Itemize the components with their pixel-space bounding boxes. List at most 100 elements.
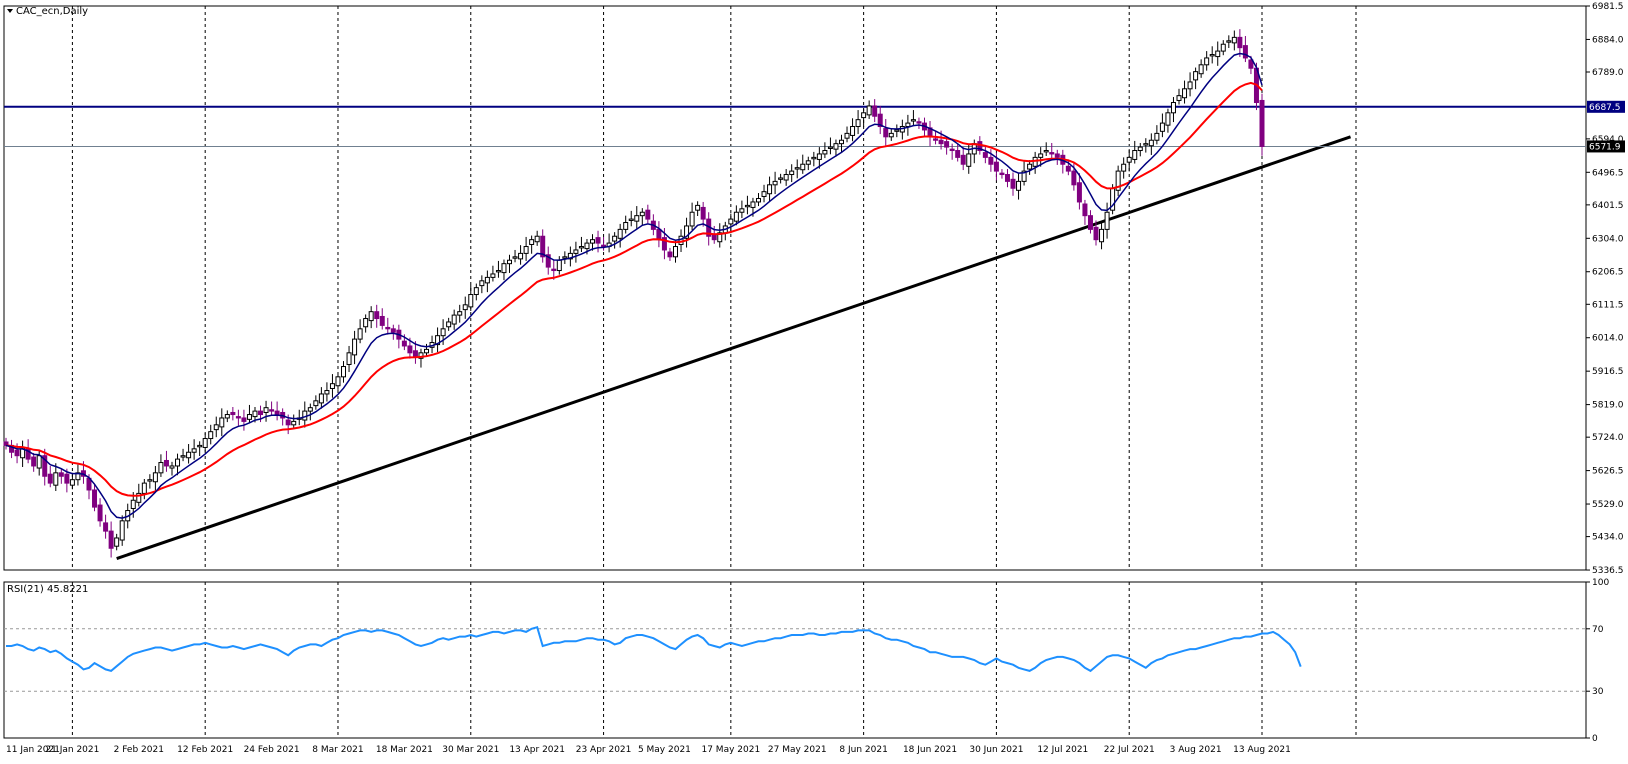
candle-body	[224, 414, 230, 419]
candle-body	[324, 390, 330, 395]
candle-body	[612, 235, 618, 242]
candle-body	[1099, 228, 1105, 243]
candle-body	[1231, 36, 1237, 44]
x-tick-label: 18 Mar 2021	[376, 745, 433, 755]
candle-body	[783, 174, 789, 181]
x-tick-label: 13 Aug 2021	[1233, 745, 1291, 755]
candle-body	[1248, 59, 1254, 69]
candle-body	[717, 232, 723, 243]
candle-body	[1148, 139, 1154, 147]
candle-body	[966, 153, 972, 167]
candle-body	[1187, 81, 1193, 90]
candle-body	[490, 273, 496, 278]
candle-body	[462, 304, 468, 311]
candle-body	[64, 473, 70, 484]
trendline[interactable]	[116, 135, 1352, 560]
candle-body	[451, 314, 457, 325]
candle-body	[894, 129, 900, 132]
candle-body	[418, 352, 424, 359]
candle-body	[352, 338, 358, 356]
candle-body	[208, 431, 214, 440]
candle-body	[1054, 153, 1060, 158]
candle-body	[816, 153, 822, 160]
y-tick-label: 5819.0	[1592, 401, 1624, 411]
candle-body	[518, 252, 524, 260]
candle-body	[667, 251, 673, 258]
candle-body	[733, 211, 739, 222]
candle-body	[755, 198, 761, 203]
candle-body	[744, 204, 750, 208]
x-tick-label: 3 Aug 2021	[1170, 745, 1222, 755]
rsi-y-tick-label: 70	[1592, 625, 1604, 635]
candle-body	[1004, 174, 1010, 182]
candle-body	[346, 352, 352, 365]
candle-body	[97, 504, 103, 522]
candle-body	[1204, 57, 1210, 66]
y-tick-label: 5529.0	[1592, 500, 1624, 510]
y-tick-label: 6401.5	[1592, 201, 1624, 211]
candle-body	[805, 160, 811, 165]
candle-body	[401, 340, 407, 347]
candle-body	[1209, 54, 1215, 57]
y-tick-label: 6594.0	[1592, 135, 1624, 145]
candle-body	[767, 184, 773, 195]
candle-body	[69, 479, 75, 486]
candle-body	[1259, 99, 1265, 147]
x-tick-label: 18 Jun 2021	[903, 745, 957, 755]
candle-body	[158, 462, 164, 474]
candle-body	[1010, 178, 1016, 189]
candle-body	[235, 416, 241, 419]
candle-body	[363, 318, 369, 328]
candle-body	[1182, 88, 1188, 99]
candle-body	[628, 218, 634, 221]
y-tick-label: 5626.5	[1592, 467, 1624, 477]
candle-body	[545, 254, 551, 268]
candle-body	[92, 489, 98, 508]
candle-body	[163, 459, 169, 467]
candle-body	[661, 237, 667, 251]
candle-body	[313, 400, 319, 407]
candle-body	[855, 119, 861, 128]
candle-body	[540, 235, 546, 258]
candle-body	[883, 128, 889, 138]
candle-body	[1082, 203, 1088, 217]
x-tick-label: 30 Mar 2021	[442, 745, 499, 755]
candle-body	[1193, 71, 1199, 81]
x-tick-label: 12 Feb 2021	[177, 745, 233, 755]
candle-body	[601, 244, 607, 248]
x-tick-label: 17 May 2021	[701, 745, 760, 755]
candle-body	[103, 522, 109, 532]
candle-body	[938, 139, 944, 145]
candle-body	[949, 148, 955, 152]
y-tick-label: 6304.0	[1592, 234, 1624, 244]
candle-body	[573, 249, 579, 254]
y-tick-label: 6981.5	[1592, 2, 1624, 12]
candle-body	[274, 410, 280, 416]
x-tick-label: 5 May 2021	[638, 745, 691, 755]
candle-body	[1126, 156, 1132, 163]
rsi-y-tick-label: 30	[1592, 687, 1604, 697]
candle-body	[175, 458, 181, 467]
candle-body	[1121, 163, 1127, 172]
candle-body	[31, 456, 37, 467]
x-tick-label: 13 Apr 2021	[509, 745, 565, 755]
candle-body	[556, 259, 562, 272]
dropdown-triangle-icon[interactable]	[7, 9, 13, 13]
candle-body	[623, 222, 629, 230]
candle-body	[47, 473, 53, 484]
candle-body	[36, 455, 42, 469]
rsi-pane	[3, 581, 1587, 739]
y-tick-label: 6111.5	[1592, 300, 1624, 310]
candle-body	[285, 419, 291, 426]
candle-body	[1065, 165, 1071, 172]
candle-body	[484, 276, 490, 284]
candle-body	[888, 132, 894, 138]
candle-body	[1043, 150, 1049, 153]
candle-body	[368, 311, 374, 322]
candle-body	[567, 252, 573, 260]
candle-body	[850, 126, 856, 136]
candle-body	[108, 530, 114, 549]
candle-body	[424, 348, 430, 354]
